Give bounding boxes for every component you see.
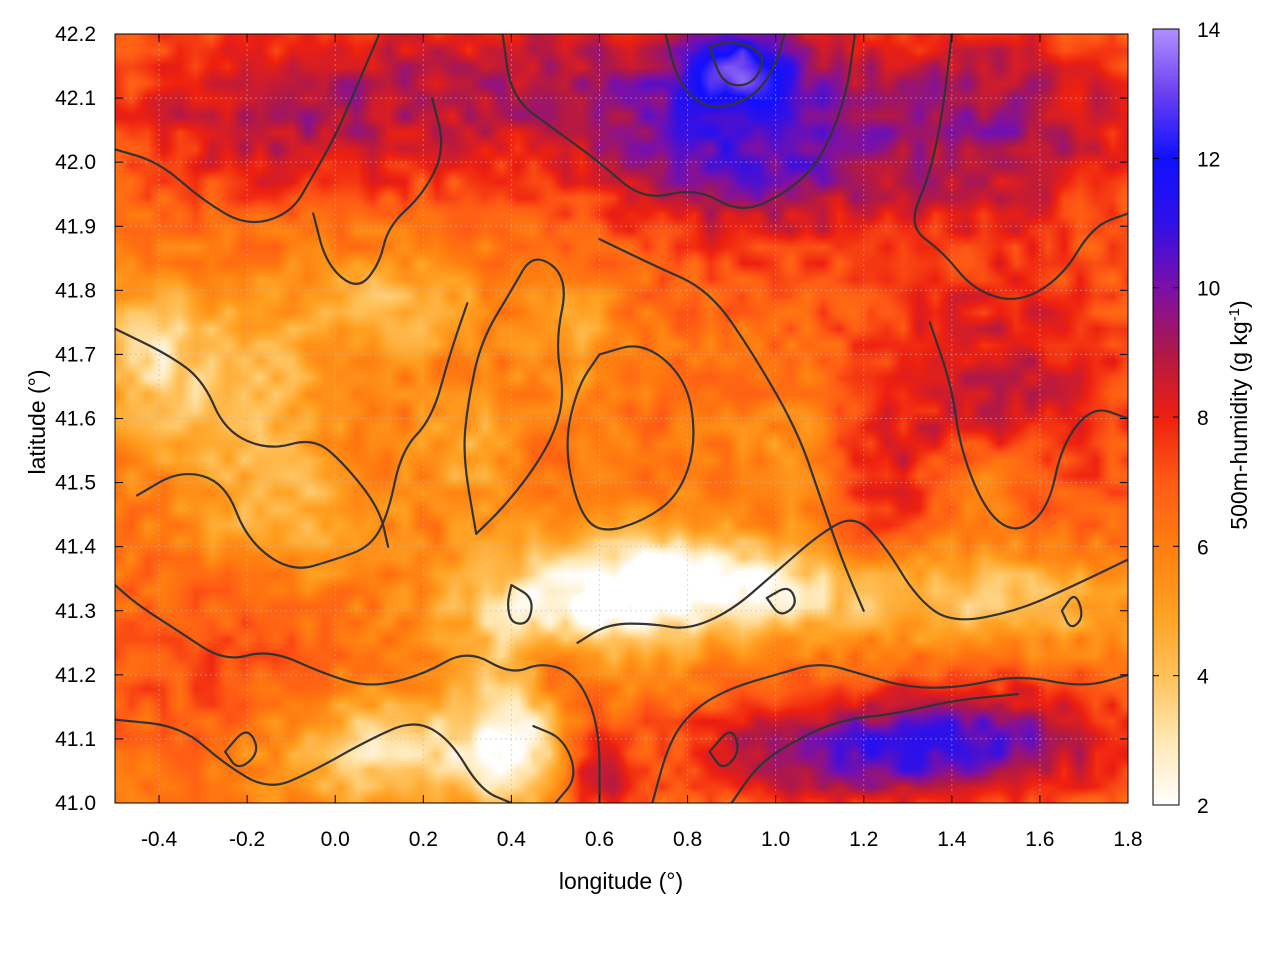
- colorbar-tick-label: 6: [1197, 536, 1209, 559]
- y-tick-label: 41.9: [55, 215, 96, 238]
- y-tick-label: 41.1: [55, 728, 96, 751]
- x-axis-ticks: -0.4 -0.2 0.0 0.2 0.4 0.6 0.8 1.0 1.2 1.4 1.6 1.8: [141, 34, 1143, 851]
- y-tick-label: 42.0: [55, 151, 96, 174]
- colorbar-tick-label: 12: [1197, 148, 1220, 171]
- contour-line: [501, 34, 856, 209]
- x-tick-label: 0.8: [673, 828, 702, 851]
- y-tick-label: 42.1: [55, 87, 96, 110]
- x-tick-label: 1.2: [849, 828, 878, 851]
- y-tick-label: 41.3: [55, 600, 96, 623]
- contour-line: [913, 34, 1128, 300]
- x-tick-label: -0.2: [229, 828, 265, 851]
- y-tick-label: 41.8: [55, 279, 96, 302]
- colorbar-tick-label: 10: [1197, 278, 1220, 301]
- contour-line: [312, 97, 443, 285]
- y-axis-label: latitude (°): [24, 369, 50, 474]
- contour-line: [135, 302, 469, 569]
- x-tick-label: 1.0: [761, 828, 790, 851]
- y-tick-label: 41.0: [55, 792, 96, 815]
- x-tick-label: 1.8: [1113, 828, 1142, 851]
- x-tick-label: 0.2: [409, 828, 438, 851]
- contour-line: [115, 34, 381, 224]
- contour-line: [532, 725, 575, 803]
- y-tick-label: 41.2: [55, 664, 96, 687]
- contour-lines: [115, 34, 1128, 803]
- x-tick-label: 1.6: [1025, 828, 1054, 851]
- contour-line: [224, 731, 258, 768]
- contour-line: [576, 519, 1128, 644]
- y-tick-label: 41.5: [55, 472, 96, 495]
- x-tick-label: 1.4: [937, 828, 967, 851]
- contour-line: [765, 587, 796, 615]
- x-tick-label: 0.6: [585, 828, 614, 851]
- colorbar-tick-label: 2: [1197, 795, 1209, 818]
- contour-line: [115, 327, 390, 548]
- contour-line: [463, 258, 565, 535]
- x-tick-label: -0.4: [141, 828, 178, 851]
- contour-line: [1060, 595, 1083, 628]
- x-tick-label: 0.0: [321, 828, 350, 851]
- colorbar-tick-label: 8: [1197, 407, 1209, 430]
- contour-line: [928, 321, 1128, 530]
- y-tick-label: 41.4: [55, 536, 96, 559]
- contour-line: [115, 584, 601, 803]
- x-tick-label: 0.4: [497, 828, 527, 851]
- y-tick-label: 41.6: [55, 408, 96, 431]
- y-tick-label: 42.2: [55, 23, 96, 46]
- contour-line: [730, 693, 1019, 803]
- x-axis-label: longitude (°): [559, 868, 683, 894]
- colorbar-label: 500m-humidity (g kg-1): [1226, 300, 1253, 529]
- colorbar-ticks: 2 4 6 8 10 12 14: [1153, 19, 1221, 818]
- y-axis-ticks: 41.0 41.1 41.2 41.3 41.4 41.5 41.6 41.7 41.8 41.9…: [55, 23, 1128, 815]
- contour-line: [598, 238, 865, 612]
- contour-line: [708, 41, 764, 87]
- colorbar-tick-label: 14: [1197, 19, 1221, 42]
- contour-line: [664, 34, 786, 108]
- colorbar-tick-label: 4: [1197, 666, 1209, 689]
- contour-line: [566, 345, 695, 531]
- contour-line: [115, 718, 513, 803]
- contour-line: [507, 584, 533, 625]
- contour-line: [708, 731, 739, 768]
- y-tick-label: 41.7: [55, 343, 96, 366]
- contour-line: [651, 664, 1128, 803]
